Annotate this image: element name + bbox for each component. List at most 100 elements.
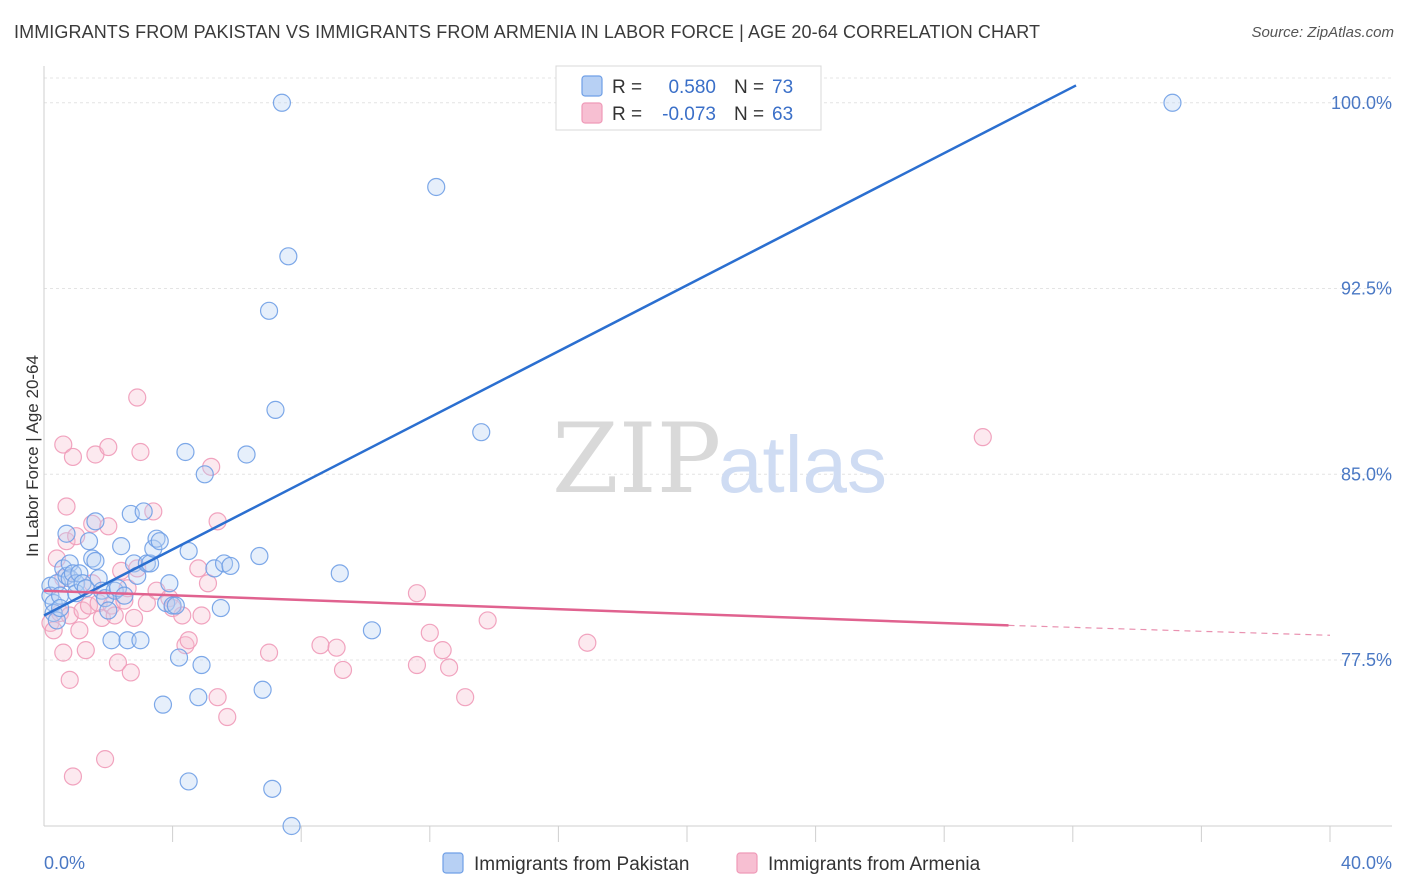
armenia-point: [259, 643, 279, 662]
pakistan-point: [115, 586, 134, 605]
armenia-point: [173, 606, 192, 625]
armenia-point: [456, 688, 475, 707]
pakistan-point: [282, 816, 301, 836]
pakistan-point: [57, 524, 76, 543]
legend-r-value: -0.073: [662, 104, 716, 125]
armenia-point: [124, 608, 144, 628]
pakistan-point: [60, 554, 79, 573]
pakistan-point: [1163, 93, 1182, 112]
pakistan-point: [147, 529, 166, 548]
pakistan-point: [79, 532, 99, 551]
series-pakistan-points: [41, 93, 1182, 836]
pakistan-point: [83, 549, 102, 568]
armenia-point: [333, 660, 353, 680]
axes: [43, 66, 1392, 842]
pakistan-point: [279, 247, 298, 266]
watermark-atlas: atlas: [718, 420, 887, 509]
legend-n-value: 63: [772, 104, 793, 125]
series-name-armenia: Immigrants from Armenia: [768, 854, 981, 875]
armenia-point: [439, 658, 459, 677]
pakistan-point: [259, 301, 279, 320]
pakistan-point: [112, 537, 131, 556]
legend-r-label: R =: [612, 77, 642, 98]
armenia-point: [578, 633, 597, 652]
pakistan-point: [221, 556, 240, 576]
legend-n-label: N =: [734, 77, 764, 98]
pakistan-point: [169, 648, 189, 667]
armenia-point: [63, 767, 83, 786]
armenia-point: [54, 643, 73, 662]
legend-n-value: 73: [772, 77, 793, 98]
y-tick-label: 85.0%: [1341, 464, 1392, 484]
gridlines: [44, 77, 1392, 661]
pakistan-point: [237, 445, 256, 464]
pakistan-point: [330, 564, 349, 583]
legend-r-label: R =: [612, 104, 642, 125]
armenia-trend-extension: [1008, 624, 1331, 636]
armenia-point: [407, 584, 427, 603]
pakistan-point: [192, 655, 211, 675]
pakistan-point: [131, 631, 150, 650]
y-tick-label: 77.5%: [1341, 650, 1392, 670]
pakistan-point: [189, 688, 208, 707]
pakistan-point: [427, 177, 446, 197]
pakistan-point: [179, 772, 198, 791]
armenia-point: [202, 457, 221, 476]
armenia-point: [973, 428, 992, 447]
pakistan-point: [179, 541, 198, 561]
x-tick-labels: 0.0% 40.0%: [44, 853, 1392, 873]
armenia-point: [76, 641, 95, 660]
armenia-point: [57, 532, 76, 551]
armenia-point: [478, 611, 497, 630]
pakistan-point: [263, 779, 282, 798]
pakistan-point: [105, 581, 124, 600]
pakistan-point: [472, 423, 491, 442]
zipatlas-watermark: ZIP atlas: [552, 403, 887, 515]
pakistan-point: [362, 621, 382, 640]
pakistan-point: [118, 631, 137, 650]
legend-swatch-1: [581, 102, 603, 124]
y-axis-title: In Labor Force | Age 20-64: [23, 355, 42, 557]
pakistan-point: [150, 532, 169, 551]
armenia-point: [218, 707, 237, 727]
pakistan-point: [134, 502, 153, 521]
pakistan-point: [195, 465, 214, 484]
armenia-point: [108, 653, 128, 672]
correlation-legend: R = 0.580 N = 73 R = -0.073 N = 63: [555, 65, 822, 131]
armenia-point: [189, 559, 208, 578]
pakistan-point: [102, 631, 121, 650]
pakistan-point: [99, 601, 118, 620]
series-swatch-armenia: [736, 852, 758, 874]
armenia-point: [70, 621, 89, 640]
armenia-point: [179, 631, 198, 650]
y-tick-labels: 77.5% 85.0% 92.5% 100.0%: [1331, 93, 1392, 670]
x-tick-label-max: 40.0%: [1341, 853, 1392, 873]
armenia-point: [420, 623, 439, 642]
series-legend: Immigrants from Pakistan Immigrants from …: [442, 852, 981, 875]
armenia-point: [144, 502, 163, 521]
legend-r-value: 0.580: [668, 77, 716, 98]
armenia-point: [327, 638, 346, 657]
pakistan-point: [160, 574, 179, 593]
armenia-point: [311, 636, 330, 655]
armenia-point: [57, 497, 76, 516]
armenia-point: [99, 437, 118, 457]
pakistan-point: [153, 695, 173, 714]
pakistan-point: [86, 551, 105, 571]
armenia-point: [433, 641, 452, 660]
armenia-point: [192, 606, 211, 625]
series-swatch-pakistan: [442, 852, 464, 874]
pakistan-point: [272, 93, 292, 112]
armenia-point: [208, 688, 227, 707]
pakistan-point: [144, 539, 163, 558]
legend-swatch-0: [581, 75, 603, 97]
pakistan-point: [253, 680, 272, 699]
watermark-zip: ZIP: [552, 403, 721, 515]
legend-n-label: N =: [734, 104, 764, 125]
armenia-point: [131, 442, 150, 462]
armenia-point: [60, 670, 79, 689]
y-tick-label: 92.5%: [1341, 279, 1392, 299]
armenia-point: [95, 750, 115, 769]
armenia-point: [407, 655, 427, 675]
